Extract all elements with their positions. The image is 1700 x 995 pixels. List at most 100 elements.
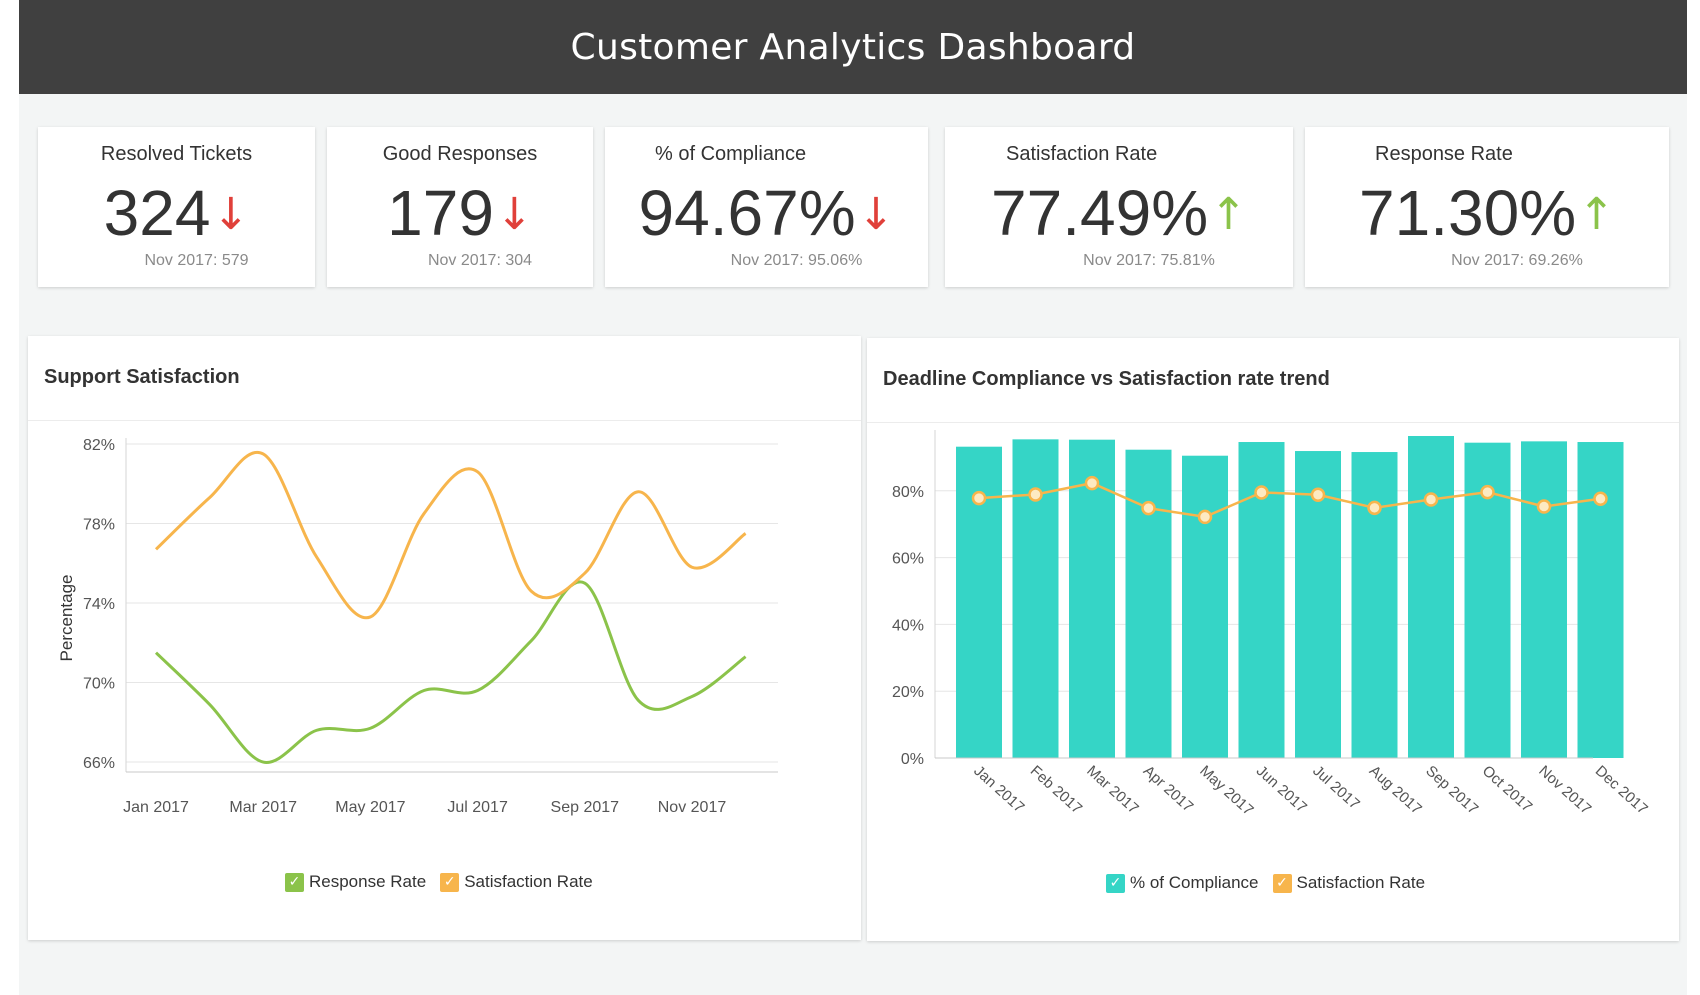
chart-legend: ✓ Response Rate ✓ Satisfaction Rate: [285, 872, 593, 892]
trend-down-icon: ↓: [212, 189, 250, 240]
data-point: [971, 490, 987, 506]
bar: [1351, 452, 1398, 758]
x-tick-label: Jul 2017: [1309, 762, 1363, 813]
y-tick-label: 70%: [83, 676, 115, 693]
y-tick-label: 0%: [901, 751, 924, 768]
kpi-label: Resolved Tickets: [100, 143, 253, 165]
y-tick-label: 78%: [83, 517, 115, 534]
y-tick-label: 40%: [892, 617, 924, 634]
support-satisfaction-panel: Support Satisfaction 82% 78% 74% 70% 66% Jan …: [28, 336, 861, 940]
x-tick-label: Dec 2017: [1592, 762, 1651, 818]
kpi-card-compliance[interactable]: % of Compliance 94.67% ↓ Nov 2017: 95.06…: [605, 127, 928, 287]
x-tick-label: Feb 2017: [1027, 762, 1085, 817]
y-tick-label: 74%: [83, 596, 115, 613]
kpi-comparison: Nov 2017: 69.26%: [1451, 252, 1583, 269]
kpi-label: Satisfaction Rate: [1006, 143, 1158, 165]
x-tick-label: Jan 2017: [123, 799, 189, 816]
x-tick-label: Sep 2017: [1422, 762, 1481, 818]
x-tick-label: Mar 2017: [229, 799, 297, 816]
y-tick-label: 80%: [892, 484, 924, 501]
kpi-value: 77.49%: [991, 177, 1209, 249]
trend-down-icon: ↓: [495, 189, 533, 240]
x-tick-label: Oct 2017: [1479, 762, 1536, 815]
legend-item-satisfaction-rate[interactable]: ✓ Satisfaction Rate: [440, 872, 593, 892]
panel-divider: [867, 422, 1679, 423]
x-tick-label: Aug 2017: [1366, 762, 1425, 818]
legend-item-satisfaction-rate[interactable]: ✓ Satisfaction Rate: [1272, 873, 1426, 893]
header-bar: Customer Analytics Dashboard: [19, 0, 1687, 94]
dashboard: Customer Analytics Dashboard Resolved Ti…: [19, 0, 1687, 995]
x-tick-label: May 2017: [335, 799, 405, 816]
checkbox-icon: ✓: [285, 872, 304, 892]
bar: [1521, 441, 1567, 758]
kpi-comparison: Nov 2017: 75.81%: [1083, 252, 1215, 269]
data-point: [1084, 475, 1100, 491]
legend-item-response-rate[interactable]: ✓ Response Rate: [285, 872, 426, 892]
data-point: [1028, 487, 1043, 502]
y-tick-label: 20%: [892, 684, 924, 701]
x-tick-label: Jan 2017: [970, 762, 1027, 816]
data-point: [1310, 487, 1326, 503]
data-point: [1536, 499, 1552, 514]
kpi-label: Response Rate: [1375, 143, 1513, 165]
x-tick-label: Sep 2017: [551, 799, 620, 816]
kpi-card-response-rate[interactable]: Response Rate 71.30% ↑ Nov 2017: 69.26%: [1305, 127, 1669, 287]
kpi-label: % of Compliance: [655, 143, 807, 165]
data-point: [1593, 491, 1608, 507]
kpi-value: 179: [387, 177, 494, 249]
data-point: [1141, 500, 1156, 516]
series-line-satisfaction-rate: [154, 450, 747, 620]
y-tick-label: 66%: [83, 755, 115, 772]
x-tick-label: May 2017: [1196, 762, 1256, 819]
data-point: [1197, 509, 1213, 525]
kpi-comparison: Nov 2017: 95.06%: [730, 252, 863, 269]
y-tick-label: 82%: [83, 437, 115, 454]
bar: [1408, 436, 1454, 758]
bar: [1295, 451, 1341, 758]
kpi-value: 71.30%: [1359, 177, 1577, 249]
bar: [1577, 442, 1624, 758]
data-point: [1254, 485, 1269, 500]
bar: [1012, 439, 1059, 758]
x-tick-label: Apr 2017: [1140, 762, 1197, 815]
trend-down-icon: ↓: [857, 189, 895, 240]
compliance-trend-panel: Deadline Compliance vs Satisfaction rate…: [867, 338, 1679, 941]
checkbox-icon: ✓: [440, 872, 460, 892]
bar: [1182, 455, 1228, 758]
panel-title: Deadline Compliance vs Satisfaction rate…: [883, 368, 1330, 390]
x-tick-label: Nov 2017: [1535, 762, 1594, 818]
legend-label: Response Rate: [309, 872, 427, 891]
y-axis-label: Percentage: [57, 575, 76, 662]
bar: [1125, 449, 1172, 758]
kpi-value: 94.67%: [638, 177, 856, 249]
x-tick-label: Jun 2017: [1253, 762, 1310, 816]
checkbox-icon: ✓: [1106, 873, 1125, 893]
legend-label: Satisfaction Rate: [1296, 873, 1426, 892]
chart-legend: ✓ % of Compliance ✓ Satisfaction Rate: [1106, 873, 1425, 893]
legend-label: % of Compliance: [1130, 873, 1259, 892]
kpi-card-resolved-tickets[interactable]: Resolved Tickets 324 ↓ Nov 2017: 579: [38, 127, 315, 287]
kpi-card-satisfaction-rate[interactable]: Satisfaction Rate 77.49% ↑ Nov 2017: 75.…: [945, 127, 1293, 287]
y-tick-label: 60%: [892, 551, 924, 568]
kpi-label: Good Responses: [382, 143, 538, 165]
series-line-satisfaction-rate: [978, 481, 1601, 519]
bar: [1069, 439, 1115, 758]
x-tick-label: Nov 2017: [658, 799, 727, 816]
data-point: [1423, 492, 1439, 507]
legend-label: Satisfaction Rate: [464, 872, 593, 891]
kpi-card-good-responses[interactable]: Good Responses 179 ↓ Nov 2017: 304: [327, 127, 593, 287]
trend-up-icon: ↑: [1578, 189, 1615, 240]
panel-title: Support Satisfaction: [44, 366, 240, 388]
page-title: Customer Analytics Dashboard: [570, 26, 1136, 68]
x-tick-label: Jul 2017: [447, 799, 508, 816]
data-point: [1367, 500, 1382, 516]
kpi-value: 324: [103, 177, 211, 249]
x-tick-label: Mar 2017: [1083, 762, 1141, 817]
support-satisfaction-chart: 82% 78% 74% 70% 66% Jan 2017 Mar 2017 May 2017 J…: [57, 437, 778, 816]
series-line-response-rate: [154, 580, 747, 764]
panel-divider: [28, 420, 861, 421]
kpi-comparison: Nov 2017: 304: [427, 252, 533, 269]
data-point: [1480, 484, 1495, 500]
legend-item-compliance[interactable]: ✓ % of Compliance: [1106, 873, 1259, 893]
